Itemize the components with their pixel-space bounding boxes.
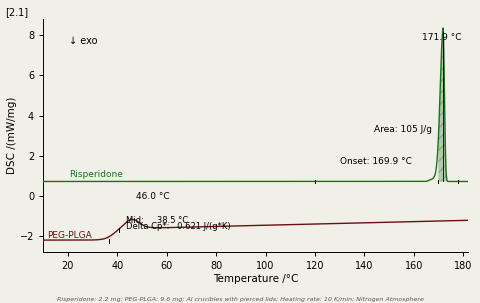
Text: [2.1]: [2.1]: [5, 7, 28, 17]
Text: Mid:     38.5 °C: Mid: 38.5 °C: [126, 216, 188, 225]
X-axis label: Temperature /°C: Temperature /°C: [213, 274, 299, 284]
Text: Area: 105 J/g: Area: 105 J/g: [374, 125, 432, 134]
Text: Risperidone: 2.2 mg; PEG-PLGA: 9.6 mg; Al crucibles with pierced lids; Heating r: Risperidone: 2.2 mg; PEG-PLGA: 9.6 mg; A…: [57, 298, 423, 302]
Text: PEG-PLGA: PEG-PLGA: [47, 231, 92, 240]
Y-axis label: DSC /(mW/mg): DSC /(mW/mg): [7, 97, 17, 175]
Text: Delta Cp*:   0.621 J/(g*K): Delta Cp*: 0.621 J/(g*K): [126, 222, 230, 231]
Text: 46.0 °C: 46.0 °C: [136, 192, 169, 201]
Text: 171.9 °C: 171.9 °C: [422, 33, 462, 42]
Text: ↓ exo: ↓ exo: [69, 35, 97, 45]
Text: Risperidone: Risperidone: [69, 171, 123, 179]
Text: Onset: 169.9 °C: Onset: 169.9 °C: [340, 157, 411, 166]
